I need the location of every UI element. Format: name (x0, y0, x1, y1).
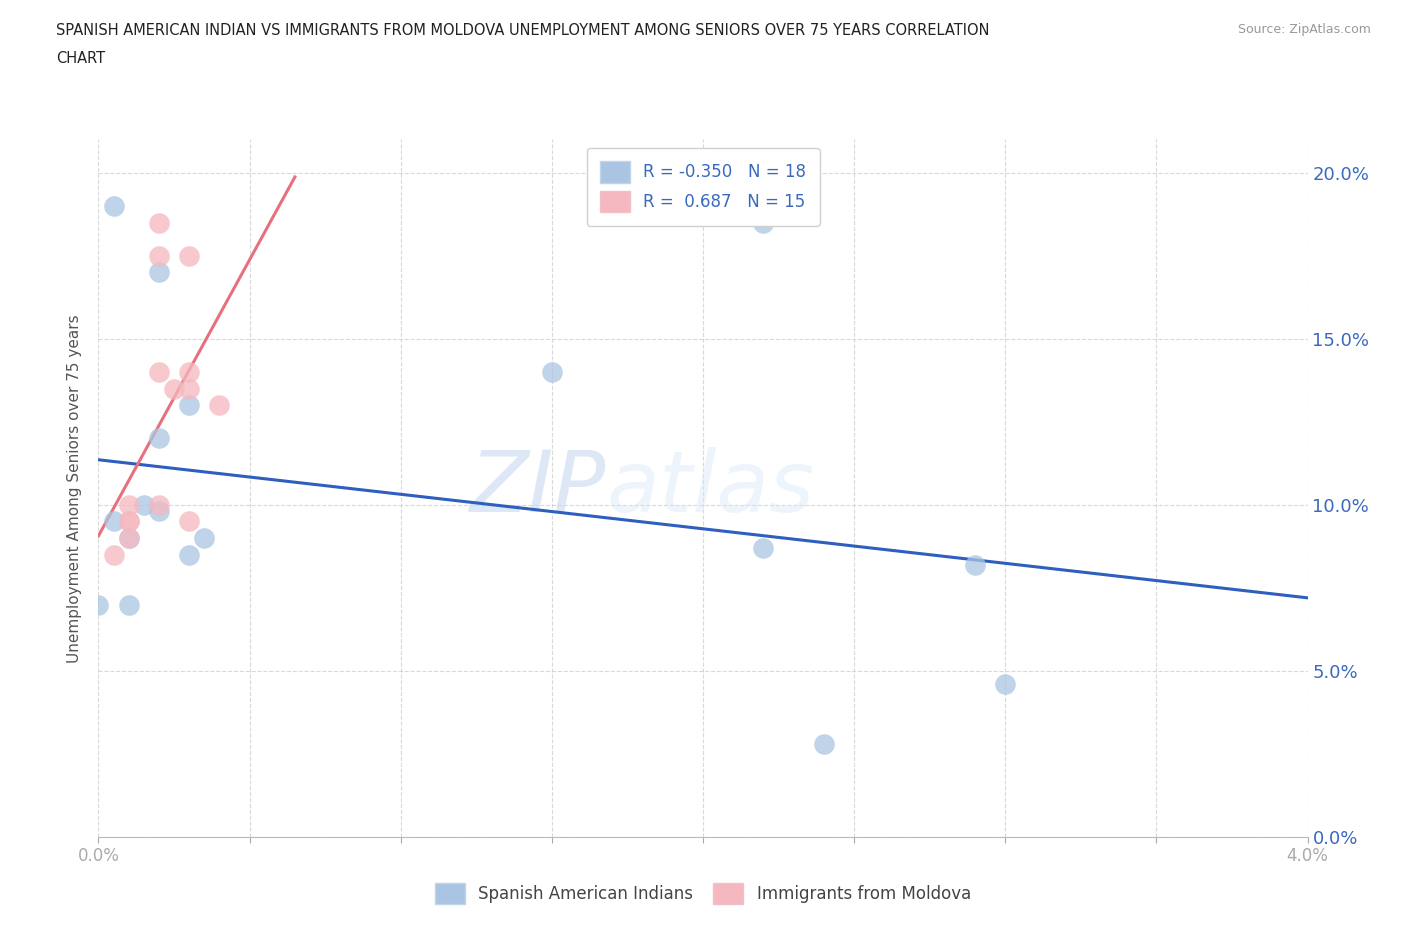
Point (148, 504, 170, 519)
Point (148, 215, 170, 230)
Point (118, 597, 141, 612)
Point (541, 365, 564, 379)
Point (208, 398, 231, 413)
Point (148, 248, 170, 263)
Point (118, 514, 141, 529)
Point (163, 381, 186, 396)
Point (179, 381, 201, 396)
Point (87, 597, 110, 612)
Point (752, 540, 775, 555)
Text: Source: ZipAtlas.com: Source: ZipAtlas.com (1237, 23, 1371, 36)
Point (994, 677, 1017, 692)
Point (118, 498, 141, 512)
Point (193, 531, 215, 546)
Point (103, 514, 125, 529)
Point (813, 737, 835, 751)
Point (148, 498, 170, 512)
Text: CHART: CHART (56, 51, 105, 66)
Point (103, 198, 125, 213)
Point (132, 498, 155, 512)
Point (148, 265, 170, 280)
Point (118, 531, 141, 546)
Point (179, 547, 201, 562)
Y-axis label: Unemployment Among Seniors over 75 years: Unemployment Among Seniors over 75 years (67, 314, 83, 662)
Text: ZIP: ZIP (470, 446, 606, 530)
Point (179, 365, 201, 379)
Point (752, 215, 775, 230)
Point (103, 547, 125, 562)
Point (179, 398, 201, 413)
Point (148, 431, 170, 445)
Point (148, 365, 170, 379)
Text: atlas: atlas (606, 446, 814, 530)
Point (118, 514, 141, 529)
Point (965, 557, 987, 572)
Point (118, 531, 141, 546)
Legend: Spanish American Indians, Immigrants from Moldova: Spanish American Indians, Immigrants fro… (426, 874, 980, 912)
Text: SPANISH AMERICAN INDIAN VS IMMIGRANTS FROM MOLDOVA UNEMPLOYMENT AMONG SENIORS OV: SPANISH AMERICAN INDIAN VS IMMIGRANTS FR… (56, 23, 990, 38)
Point (179, 248, 201, 263)
Point (179, 514, 201, 529)
